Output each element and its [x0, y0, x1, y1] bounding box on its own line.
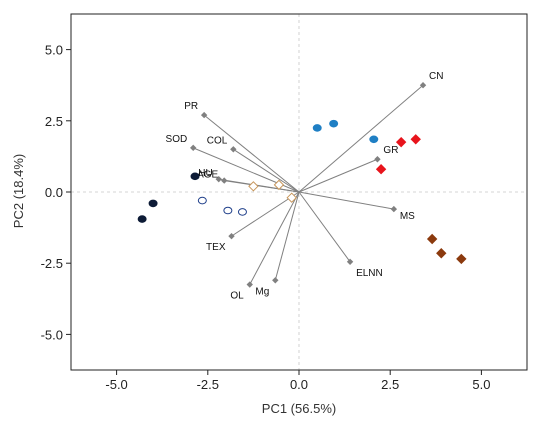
- score-point-circle: [197, 196, 207, 205]
- y-tick-label: 2.5: [45, 114, 63, 129]
- score-point-diamond: [426, 233, 438, 245]
- y-axis-ticks: -5.0 -2.5 0.0 2.5 5.0: [41, 43, 71, 342]
- loading-marker: [221, 177, 228, 184]
- loading-marker: [272, 277, 279, 284]
- loading-line: [274, 191, 300, 281]
- loading-label: OL: [230, 291, 244, 302]
- loading-line: [218, 178, 300, 193]
- x-axis-label: PC1 (56.5%): [262, 401, 336, 416]
- score-point-diamond: [410, 134, 421, 145]
- score-point-diamond: [273, 179, 285, 191]
- score-point-circle: [312, 124, 322, 132]
- score-point-circle: [329, 119, 339, 128]
- loading-line: [233, 148, 300, 193]
- loading-label: MS: [400, 211, 415, 222]
- loading-marker: [228, 232, 235, 240]
- loading-label: AGE: [197, 170, 218, 181]
- score-point-circle: [137, 215, 147, 223]
- loading-label: PR: [184, 101, 198, 112]
- x-tick-label: -5.0: [105, 377, 127, 392]
- loading-marker: [200, 111, 208, 119]
- score-point-circle: [148, 199, 158, 208]
- x-tick-label: 5.0: [472, 377, 490, 392]
- x-axis-ticks: -5.0 -2.5 0.0 2.5 5.0: [105, 370, 490, 392]
- loading-marker: [346, 258, 354, 265]
- loading-marker: [390, 205, 398, 213]
- score-points: [137, 119, 467, 265]
- score-point-diamond: [456, 253, 467, 265]
- loading-marker: [374, 156, 381, 163]
- score-point-circle: [369, 135, 379, 144]
- loading-label: Mg: [255, 286, 269, 297]
- score-point-circle: [237, 208, 247, 216]
- loading-marker: [419, 82, 427, 89]
- score-point-circle: [190, 172, 200, 181]
- score-point-diamond: [375, 164, 387, 175]
- loading-label: HU: [198, 168, 212, 179]
- loading-marker: [215, 175, 222, 183]
- loading-line: [298, 158, 378, 193]
- loading-line: [298, 191, 351, 263]
- loading-line: [298, 191, 394, 210]
- y-tick-label: -5.0: [41, 327, 63, 342]
- loading-marker: [190, 144, 197, 152]
- loading-line: [203, 114, 300, 193]
- loading-label: TEX: [206, 242, 226, 253]
- y-tick-label: 5.0: [45, 43, 63, 58]
- y-tick-label: 0.0: [45, 185, 63, 200]
- score-point-circle: [223, 206, 233, 215]
- loading-label: ELNN: [356, 268, 383, 279]
- loading-label: GR: [383, 145, 398, 156]
- loading-line: [231, 191, 300, 237]
- x-tick-label: 2.5: [381, 377, 399, 392]
- score-point-diamond: [395, 136, 407, 148]
- score-point-diamond: [436, 248, 447, 259]
- loading-label: CN: [429, 71, 443, 82]
- y-axis-label: PC2 (18.4%): [11, 154, 26, 228]
- x-tick-label: -2.5: [197, 377, 219, 392]
- score-point-diamond: [286, 192, 297, 203]
- score-point-diamond: [248, 181, 259, 192]
- loading-marker: [246, 281, 253, 288]
- y-tick-label: -2.5: [41, 256, 63, 271]
- loading-marker: [230, 146, 237, 153]
- loading-line: [249, 191, 300, 285]
- x-tick-label: 0.0: [290, 377, 308, 392]
- loading-line: [298, 84, 424, 193]
- loading-label: SOD: [166, 134, 188, 145]
- loading-label: COL: [207, 135, 228, 146]
